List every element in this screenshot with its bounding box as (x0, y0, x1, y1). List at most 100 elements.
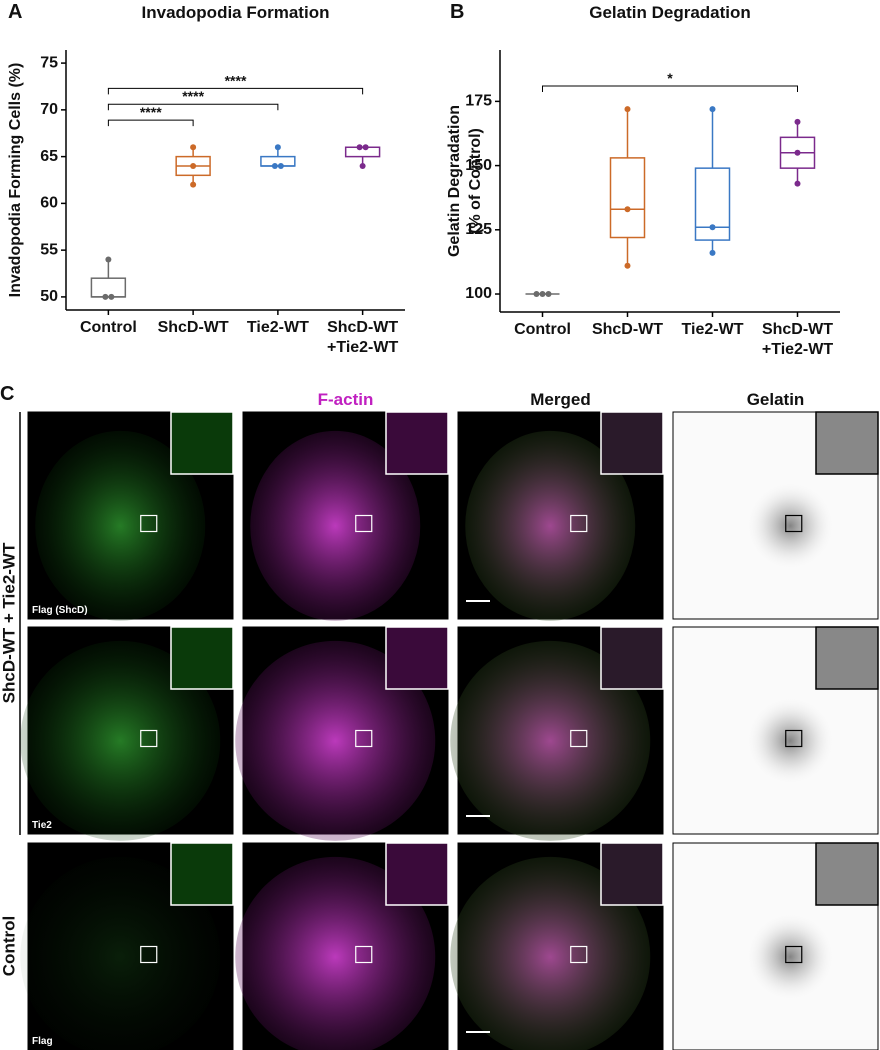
chart-title: Gelatin Degradation (589, 3, 751, 22)
y-tick-label: 70 (40, 101, 58, 118)
inset (815, 626, 879, 690)
data-point (624, 106, 631, 113)
data-point (102, 293, 109, 300)
panel-label: C (0, 383, 14, 405)
x-tick-label: ShcD-WT (762, 321, 833, 338)
significance-bracket (107, 119, 194, 127)
cell-signal (465, 430, 636, 621)
data-point (108, 293, 115, 300)
data-point (356, 144, 363, 151)
data-point (274, 144, 281, 151)
data-point (545, 291, 552, 298)
box (609, 157, 646, 239)
roi-box (785, 729, 803, 748)
data-point (624, 206, 631, 213)
significance-label: **** (140, 104, 162, 120)
y-tick-label: 100 (465, 285, 492, 302)
data-point (359, 162, 366, 169)
roi-box (570, 729, 588, 748)
panel-label: A (8, 1, 22, 23)
cell-signal (20, 856, 221, 1050)
y-tick-label: 50 (40, 288, 58, 305)
box (90, 277, 127, 298)
x-tick-label: ShcD-WT (327, 319, 398, 336)
roi-box (355, 729, 373, 748)
significance-bracket (107, 103, 279, 111)
x-tick-label: Tie2-WT (682, 321, 744, 338)
data-point (794, 118, 801, 125)
data-point (190, 162, 197, 169)
significance-bracket (542, 85, 798, 92)
column-header: F-actin (318, 390, 374, 409)
column-header: Gelatin (747, 390, 805, 409)
y-tick-label: 175 (465, 93, 492, 110)
cell-signal (450, 640, 651, 841)
data-point (539, 291, 546, 298)
cell-signal (450, 856, 651, 1050)
significance-label: **** (182, 88, 204, 104)
significance-label: **** (225, 72, 247, 88)
roi-box (570, 514, 588, 533)
cell-signal (745, 695, 836, 786)
data-point (362, 144, 369, 151)
cell-signal (35, 430, 206, 621)
inset (600, 626, 664, 690)
x-tick-label: +Tie2-WT (327, 339, 399, 356)
chart-title: Invadopodia Formation (142, 3, 330, 22)
cell-signal (745, 911, 836, 1002)
inset (815, 411, 879, 475)
box (260, 155, 296, 167)
y-tick-label: 75 (40, 54, 58, 71)
y-tick-label: 125 (465, 221, 492, 238)
row-group-label: Control (0, 916, 18, 976)
y-axis-label: Gelatin Degradation (446, 105, 463, 257)
panel-label: B (450, 1, 464, 23)
inset (170, 411, 234, 475)
y-tick-label: 65 (40, 148, 58, 165)
column-header: Merged (530, 390, 590, 409)
inset (600, 842, 664, 906)
y-axis-label: Invadopodia Forming Cells (%) (7, 63, 24, 298)
inset (385, 411, 449, 475)
data-point (794, 180, 801, 187)
x-tick-label: Tie2-WT (247, 319, 309, 336)
row-group-label: ShcD-WT + Tie2-WT (0, 542, 18, 703)
data-point (709, 249, 716, 256)
x-tick-label: Control (514, 321, 571, 338)
inset (385, 842, 449, 906)
data-point (709, 106, 716, 113)
roi-box (355, 945, 373, 964)
cell-signal (250, 430, 421, 621)
data-point (709, 224, 716, 231)
roi-box (140, 514, 158, 533)
roi-box (785, 945, 803, 964)
data-point (794, 149, 801, 156)
box (694, 167, 731, 241)
image-label: Tie2 (32, 820, 52, 831)
cell-signal (235, 856, 436, 1050)
inset (600, 411, 664, 475)
cell-signal (235, 640, 436, 841)
data-point (277, 162, 284, 169)
cell-signal (745, 480, 836, 571)
roi-box (570, 945, 588, 964)
x-tick-label: ShcD-WT (592, 321, 663, 338)
roi-box (785, 514, 803, 533)
data-point (533, 291, 540, 298)
x-tick-label: ShcD-WT (158, 319, 229, 336)
box (344, 146, 381, 158)
image-label: Flag (ShcD) (32, 605, 88, 616)
inset (170, 626, 234, 690)
significance-bracket (107, 87, 364, 95)
data-point (105, 256, 112, 263)
roi-box (140, 945, 158, 964)
roi-box (355, 514, 373, 533)
image-label: Flag (32, 1036, 53, 1047)
data-point (271, 162, 278, 169)
y-axis-label: (% of Control) (467, 128, 484, 234)
significance-label: * (667, 70, 673, 86)
roi-box (140, 729, 158, 748)
data-point (190, 144, 197, 151)
